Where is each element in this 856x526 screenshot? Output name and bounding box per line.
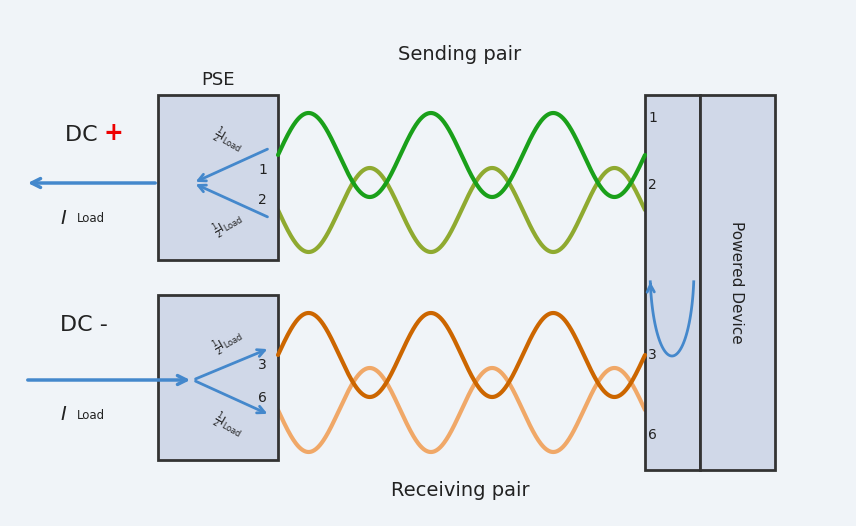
Text: DC -: DC - [60, 315, 108, 335]
Text: +: + [104, 121, 124, 145]
Text: $\mathregular{\frac{1}{2}I_{Load}}$: $\mathregular{\frac{1}{2}I_{Load}}$ [209, 408, 247, 442]
Bar [158, 95, 278, 260]
Bar [645, 95, 700, 470]
Text: 2: 2 [648, 178, 657, 192]
Text: $I$: $I$ [60, 208, 68, 228]
Text: $\mathregular{\frac{1}{2}I_{Load}}$: $\mathregular{\frac{1}{2}I_{Load}}$ [209, 325, 247, 359]
Text: 3: 3 [648, 348, 657, 362]
Text: Load: Load [77, 212, 105, 225]
Text: $I$: $I$ [60, 406, 68, 424]
Text: Powered Device: Powered Device [729, 221, 745, 344]
Text: Load: Load [77, 409, 105, 422]
Bar [158, 295, 278, 460]
Text: 6: 6 [648, 428, 657, 442]
Text: Receiving pair: Receiving pair [390, 480, 529, 500]
Text: $\mathregular{\frac{1}{2}I_{Load}}$: $\mathregular{\frac{1}{2}I_{Load}}$ [209, 208, 247, 242]
Text: PSE: PSE [201, 71, 235, 89]
Text: DC: DC [65, 125, 104, 145]
Text: 2: 2 [258, 193, 267, 207]
Text: 1: 1 [258, 163, 267, 177]
Text: 1: 1 [648, 111, 657, 125]
Text: 3: 3 [258, 358, 267, 372]
Text: $\mathregular{\frac{1}{2}I_{Load}}$: $\mathregular{\frac{1}{2}I_{Load}}$ [209, 123, 247, 157]
Text: Sending pair: Sending pair [398, 46, 521, 65]
Text: 6: 6 [258, 391, 267, 405]
Bar [700, 95, 775, 470]
